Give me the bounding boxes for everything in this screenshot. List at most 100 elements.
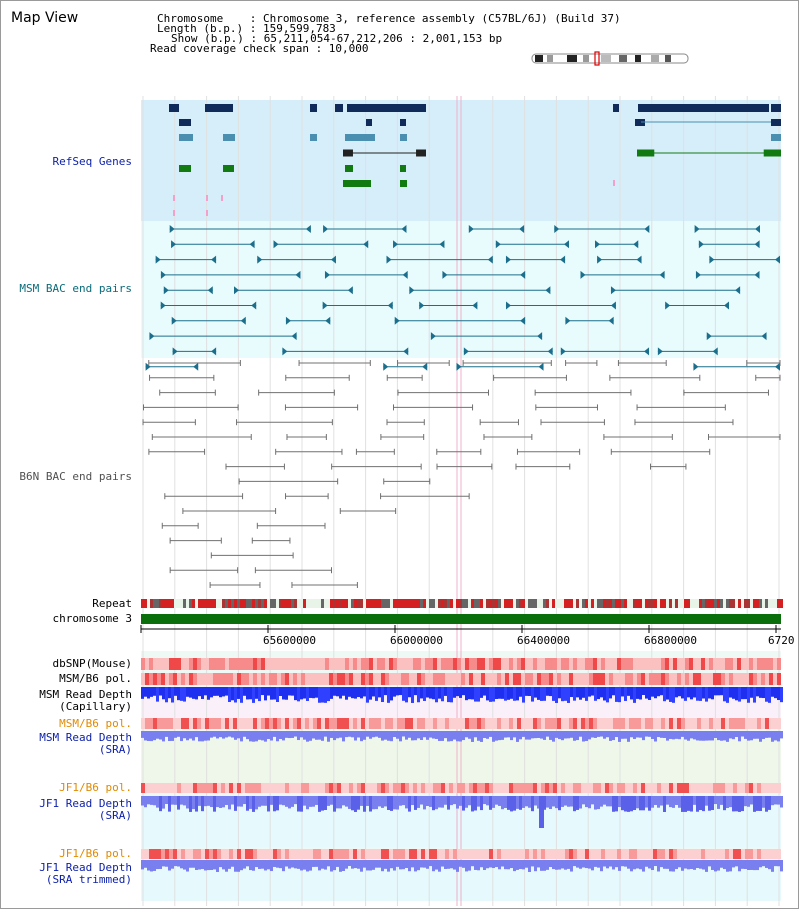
polymorphism-cell [373,783,377,793]
polymorphism-cell [673,718,677,729]
read-depth-bar [516,687,519,701]
polymorphism-cell [653,718,657,729]
repeat-block [606,599,609,608]
polymorphism-cell [401,783,405,793]
polymorphism-cell [277,849,281,859]
read-depth-bar [603,731,606,739]
polymorphism-cell [293,718,297,729]
track-label-refseq[interactable]: RefSeq Genes [52,155,132,168]
msm-bac-end [403,347,409,356]
read-depth-bar [522,860,525,870]
read-depth-bar [546,796,549,808]
polymorphism-cell [293,673,297,685]
repeat-block [372,599,375,608]
read-depth-bar [696,731,699,741]
read-depth-bar [540,687,543,701]
read-depth-bar [564,860,567,870]
polymorphism-cell [549,673,553,685]
polymorphism-cell [533,718,537,729]
polymorphism-cell [449,849,453,859]
read-depth-bar [720,731,723,741]
polymorphism-cell [761,849,765,859]
polymorphism-cell [445,849,449,859]
read-depth-bar [714,731,717,738]
chromosome-bar [141,614,781,624]
polymorphism-cell [181,658,185,670]
read-depth-bar [618,731,621,742]
polymorphism-cell [221,783,225,793]
polymorphism-cell [565,849,569,859]
track-label-msm-depth-sra: MSM Read Depth [39,731,132,744]
read-depth-bar [780,687,783,703]
read-depth-bar [687,731,690,741]
track-label-b6n-bac[interactable]: B6N BAC end pairs [19,470,132,483]
repeat-block [474,599,477,608]
read-depth-bar [627,731,630,742]
repeat-block [243,599,246,608]
read-depth-bar [147,687,150,699]
polymorphism-cell [741,849,745,859]
polymorphism-cell [693,718,697,729]
read-depth-bar [336,731,339,739]
read-depth-bar [309,860,312,871]
polymorphism-cell [725,849,729,859]
polymorphism-cell [537,673,541,685]
read-depth-bar [462,687,465,696]
polymorphism-cell [541,718,545,729]
read-depth-bar [492,860,495,869]
read-depth-bar [144,731,147,741]
polymorphism-cell [581,783,585,793]
polymorphism-cell [741,658,745,670]
polymorphism-cell [425,673,429,685]
read-depth-bar [606,796,609,807]
polymorphism-cell [157,673,161,685]
read-depth-bar [432,731,435,739]
track-label-jf1-pol-2: JF1/B6 pol. [59,847,132,860]
polymorphism-cell [305,849,309,859]
msm-bac-end [698,240,704,249]
polymorphism-cell [365,658,369,670]
msm-bac-end [644,225,650,233]
track-label-msm-bac[interactable]: MSM BAC end pairs [19,282,132,295]
read-depth-bar [522,731,525,737]
polymorphism-cell [393,718,397,729]
read-depth-bar [609,796,612,807]
read-depth-bar [246,687,249,700]
read-depth-bar [375,731,378,737]
read-depth-bar [252,731,255,742]
read-depth-bar [549,796,552,810]
read-depth-bar [339,796,342,809]
polymorphism-cell [633,783,637,793]
polymorphism-cell [673,783,677,793]
read-depth-bar [414,731,417,741]
polymorphism-cell [721,849,725,859]
read-depth-bar [597,796,600,810]
read-depth-bar [225,731,228,738]
read-depth-bar [282,731,285,741]
read-depth-bar [675,796,678,805]
polymorphism-cell [389,849,393,859]
read-depth-bar [618,687,621,703]
repeat-block [567,599,570,608]
read-depth-bar [369,860,372,871]
polymorphism-cell [217,849,221,859]
msm-bac-end [633,240,639,249]
polymorphism-cell [169,849,173,859]
read-depth-bar [351,731,354,738]
repeat-block [726,599,729,608]
read-depth-bar [474,796,477,811]
read-depth-bar [537,731,540,738]
polymorphism-cell [517,718,521,729]
polymorphism-cell [745,718,749,729]
msm-bac-end [456,362,462,371]
polymorphism-cell [201,718,205,729]
read-depth-bar [372,796,375,810]
refseq-gene [343,180,371,187]
read-depth-bar [681,731,684,737]
msm-bac-end [487,255,493,264]
read-depth-bar [657,796,660,808]
msm-bac-end [160,270,166,279]
read-depth-bar [333,796,336,812]
